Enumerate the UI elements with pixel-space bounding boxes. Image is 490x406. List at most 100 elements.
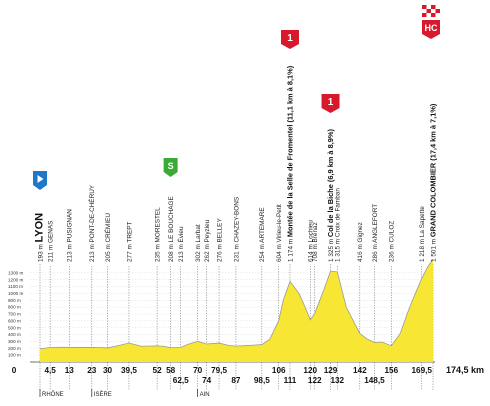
km-label: 156 — [384, 366, 398, 375]
waypoint-altitude: 211 m — [48, 243, 55, 262]
waypoint-label: 213 m PONT-DE-CHÉRUY — [87, 184, 96, 262]
waypoint-altitude: 236 m — [389, 242, 396, 262]
climb-badge — [280, 30, 299, 49]
km-label: 58 — [166, 366, 176, 375]
waypoint-name: Croix de Famban — [335, 188, 342, 237]
waypoint-name: CRÉMIEU — [103, 213, 112, 243]
km-label: 70 — [193, 366, 203, 375]
checkered-cell — [435, 9, 440, 13]
waypoint-label: 235 m MORESTEL — [155, 207, 162, 262]
checkered-cell — [422, 9, 427, 13]
km-label: 169,5 — [411, 366, 432, 375]
waypoint-altitude: 604 m — [276, 242, 283, 262]
waypoint-altitude: 277 m — [126, 243, 133, 262]
waypoint-name: Montée de la Selle de Fromentel (11,1 km… — [285, 65, 294, 237]
waypoint-name: Évieu — [176, 226, 185, 242]
km-label: 142 — [353, 366, 367, 375]
waypoint-label: 302 m Larbat — [195, 224, 202, 262]
sprint-flag — [163, 158, 178, 177]
altitude-tick: 300 m — [8, 339, 21, 344]
checkered-cell — [422, 13, 427, 17]
checkered-cell — [431, 13, 436, 17]
km-label: 106 — [272, 366, 286, 375]
waypoint-label: 708 m Brénaz — [312, 222, 319, 262]
km-label: 120 — [303, 366, 317, 375]
waypoint-label: 213 m Évieu — [176, 226, 185, 262]
altitude-tick: 400 m — [8, 332, 21, 337]
waypoint-name: La Sapette — [419, 206, 426, 237]
km-label: 13 — [65, 366, 75, 375]
region-labels: RHÔNE ISÈRE AIN — [39, 389, 210, 398]
waypoint-name: TREPT — [126, 222, 133, 243]
waypoint-name: ANGLEFORT — [372, 204, 379, 243]
waypoint-label: 286 m ANGLEFORT — [372, 204, 379, 262]
climb-badge — [321, 94, 340, 113]
altitude-tick: 500 m — [8, 325, 21, 330]
km-label: 79,5 — [211, 366, 227, 375]
waypoint-altitude: 254 m — [259, 243, 266, 262]
km-label: 39,5 — [121, 366, 137, 375]
waypoint-altitude: 205 m — [105, 242, 112, 262]
waypoint-altitude: 708 m — [312, 242, 319, 262]
waypoint-label: 276 m BELLEY — [216, 218, 223, 262]
region-label: ISÈRE — [94, 391, 112, 398]
region-label: AIN — [200, 392, 210, 398]
waypoint-altitude: 416 m — [357, 242, 364, 262]
region-label: RHÔNE — [42, 391, 64, 398]
km-label: 98,5 — [254, 376, 270, 385]
altitude-tick: 200 m — [8, 346, 21, 351]
waypoint-altitude: 614 m — [308, 242, 315, 262]
waypoint-name: BELLEY — [216, 218, 223, 243]
climb-category: 1 — [287, 33, 293, 44]
checkered-cell — [435, 13, 440, 17]
waypoint-altitude: 213 m — [67, 242, 74, 262]
climb-category: 1 — [328, 97, 334, 108]
climb-badge — [422, 20, 440, 39]
waypoint-label: 231 m CHAZEY-BONS — [233, 197, 240, 262]
waypoint-label: 1 174 m Montée de la Selle de Fromentel … — [285, 65, 294, 262]
waypoint-label: 193 m LYON — [33, 213, 45, 262]
route-markers: S 1 1 HC — [33, 5, 440, 190]
waypoint-label: 604 m Virieu-le-Petit — [276, 204, 283, 262]
checkered-cell — [426, 13, 431, 17]
waypoint-altitude: 193 m — [37, 242, 44, 262]
waypoint-label: 1 218 m La Sapette — [419, 206, 426, 262]
waypoint-label: 236 m CULOZ — [389, 221, 396, 262]
waypoint-altitude: 231 m — [233, 242, 240, 262]
waypoint-altitude: 286 m — [372, 243, 379, 262]
waypoint-altitude: 1 174 m — [287, 237, 294, 262]
altitude-tick: 100 m — [8, 353, 21, 358]
waypoint-name: MORESTEL — [155, 207, 162, 243]
waypoint-label: 254 m ARTEMARE — [259, 207, 266, 262]
checkered-cell — [426, 9, 431, 13]
altitude-tick: 1100 m — [8, 284, 23, 289]
altitude-tick: 1200 m — [8, 277, 23, 282]
km-label: 132 — [330, 376, 344, 385]
waypoint-name: PONT-DE-CHÉRUY — [87, 184, 96, 242]
climb-category: HC — [425, 23, 438, 33]
waypoint-name: Virieu-le-Petit — [276, 204, 283, 242]
km-label: 74 — [202, 376, 212, 385]
waypoint-altitude: 235 m — [155, 242, 162, 262]
waypoint-label: 277 m TREPT — [126, 222, 133, 262]
checkered-cell — [422, 5, 427, 9]
waypoint-altitude: 213 m — [89, 242, 96, 262]
km-label: 23 — [87, 366, 97, 375]
waypoint-name: CULOZ — [389, 221, 396, 243]
waypoint-label: 1 325 m Col de la Biche (6,9 km à 8,9%) — [326, 129, 335, 262]
km-label: 62,5 — [173, 376, 189, 385]
km-label: 148,5 — [364, 376, 385, 385]
elevation-outline — [39, 258, 434, 350]
sprint-label: S — [168, 161, 174, 171]
waypoint-label: 205 m CRÉMIEU — [103, 213, 112, 262]
km-label: 52 — [153, 366, 163, 375]
waypoint-name: Brénaz — [312, 222, 319, 242]
waypoint-altitude: 1 501 m — [430, 237, 437, 262]
waypoint-label: 208 m LE BOUCHAGE — [168, 196, 175, 262]
waypoint-altitude: 262 m — [204, 242, 211, 262]
waypoint-name: Peyzieu — [204, 219, 211, 242]
waypoint-label: 1 501 m GRAND COLOMBIER (17,4 km à 7,1%) — [428, 103, 437, 262]
